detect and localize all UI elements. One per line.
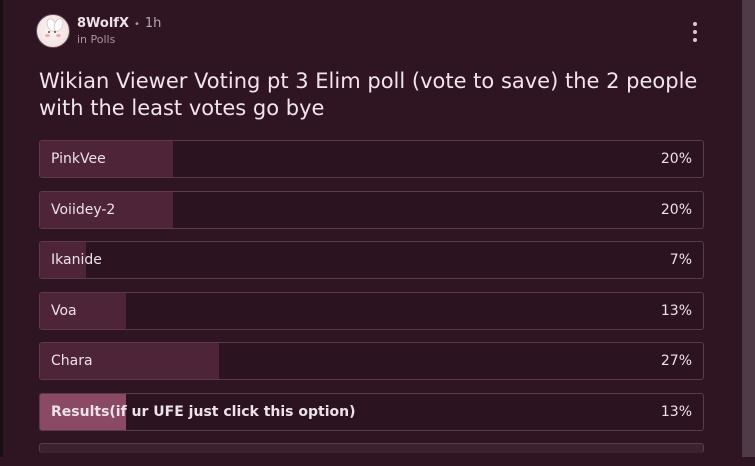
poll-option-percent: 20% bbox=[660, 201, 692, 218]
author-avatar[interactable] bbox=[36, 14, 70, 48]
poll-option-percent: 13% bbox=[660, 302, 692, 319]
poll-option-label: Results(if ur UFE just click this option… bbox=[51, 403, 356, 420]
poll-option-label: Chara bbox=[51, 353, 93, 369]
poll-option-percent: 27% bbox=[660, 353, 692, 369]
author-name[interactable]: 8WolfX bbox=[77, 16, 129, 31]
avatar-eye bbox=[54, 31, 56, 33]
post-meta: 8WolfX • 1h in Polls bbox=[77, 16, 161, 46]
poll-option-label: Voiidey-2 bbox=[51, 201, 116, 218]
poll-option-bar bbox=[40, 393, 127, 430]
poll-option-bar bbox=[40, 292, 127, 329]
poll-option-bar bbox=[40, 141, 173, 177]
more-vertical-icon[interactable] bbox=[689, 22, 701, 42]
scrollbar-track[interactable] bbox=[742, 0, 755, 457]
poll-option-bar bbox=[40, 191, 173, 228]
poll-option-label: Voa bbox=[51, 302, 77, 319]
post-title: Wikian Viewer Voting pt 3 Elim poll (vot… bbox=[39, 69, 698, 120]
poll-option-label: Ikanide bbox=[51, 252, 102, 268]
post-header: 8WolfX • 1h in Polls bbox=[36, 14, 161, 48]
poll-option-label: PinkVee bbox=[51, 151, 106, 167]
post-category[interactable]: in Polls bbox=[77, 33, 116, 46]
poll-option-percent: 20% bbox=[660, 151, 692, 167]
avatar-cheek bbox=[45, 34, 50, 37]
next-element-peek bbox=[39, 443, 704, 453]
avatar-eye bbox=[48, 31, 50, 33]
poll-option-bar bbox=[40, 343, 219, 379]
poll-option[interactable]: Ikanide 7% bbox=[39, 241, 704, 279]
window-edge bbox=[0, 0, 3, 457]
poll-option-percent: 13% bbox=[660, 403, 692, 420]
post-time: 1h bbox=[144, 16, 162, 31]
poll-option[interactable]: PinkVee 20% bbox=[39, 140, 704, 178]
avatar-cheek bbox=[56, 34, 61, 37]
poll-option[interactable]: Chara 27% bbox=[39, 342, 704, 380]
poll-option[interactable]: Voiidey-2 20% bbox=[39, 190, 704, 229]
meta-separator: • bbox=[134, 19, 140, 30]
poll-option-percent: 7% bbox=[669, 252, 692, 268]
poll-option[interactable]: Voa 13% bbox=[39, 291, 704, 330]
poll-option-selected[interactable]: Results(if ur UFE just click this option… bbox=[39, 392, 704, 431]
poll-option-bar bbox=[40, 242, 87, 278]
poll-post-card: 8WolfX • 1h in Polls Wikian Viewer Votin… bbox=[3, 0, 742, 457]
poll-options: PinkVee 20% Voiidey-2 20% Ikanide 7% Voa… bbox=[39, 140, 704, 466]
